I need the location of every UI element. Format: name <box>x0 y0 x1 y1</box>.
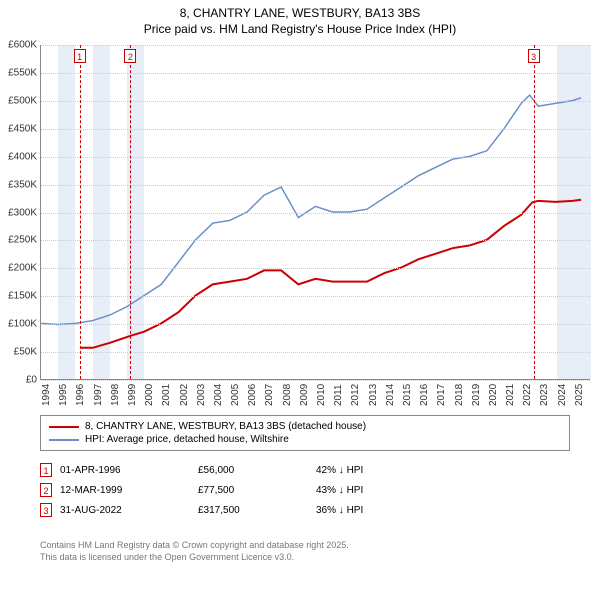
y-axis-label: £150K <box>3 291 37 302</box>
y-axis-label: £100K <box>3 319 37 330</box>
table-cell-diff: 43% ↓ HPI <box>316 485 436 496</box>
x-axis-label: 2022 <box>522 384 533 406</box>
table-marker-number: 1 <box>40 463 52 477</box>
y-gridline <box>41 296 590 297</box>
chart-title: 8, CHANTRY LANE, WESTBURY, BA13 3BS Pric… <box>0 0 600 37</box>
y-axis-label: £550K <box>3 67 37 78</box>
x-axis-label: 2019 <box>471 384 482 406</box>
y-gridline <box>41 352 590 353</box>
x-axis-label: 1999 <box>127 384 138 406</box>
x-axis-label: 1998 <box>110 384 121 406</box>
x-axis-label: 2020 <box>488 384 499 406</box>
y-gridline <box>41 324 590 325</box>
table-row: 3 31-AUG-2022 £317,500 36% ↓ HPI <box>40 500 570 520</box>
y-gridline <box>41 101 590 102</box>
y-gridline <box>41 129 590 130</box>
chart-legend: 8, CHANTRY LANE, WESTBURY, BA13 3BS (det… <box>40 415 570 451</box>
table-row: 2 12-MAR-1999 £77,500 43% ↓ HPI <box>40 480 570 500</box>
x-axis-label: 2018 <box>454 384 465 406</box>
legend-label: HPI: Average price, detached house, Wilt… <box>85 434 289 445</box>
x-axis-label: 2008 <box>282 384 293 406</box>
x-axis-label: 1994 <box>41 384 52 406</box>
table-cell-date: 12-MAR-1999 <box>60 485 190 496</box>
table-cell-diff: 42% ↓ HPI <box>316 465 436 476</box>
table-marker-number: 2 <box>40 483 52 497</box>
x-axis-label: 2013 <box>368 384 379 406</box>
x-axis-label: 2023 <box>539 384 550 406</box>
x-axis-label: 2005 <box>230 384 241 406</box>
y-axis-label: £300K <box>3 207 37 218</box>
y-gridline <box>41 157 590 158</box>
x-axis-label: 1997 <box>93 384 104 406</box>
table-cell-price: £317,500 <box>198 505 308 516</box>
marker-number-box: 2 <box>124 49 136 63</box>
y-gridline <box>41 185 590 186</box>
legend-label: 8, CHANTRY LANE, WESTBURY, BA13 3BS (det… <box>85 421 366 432</box>
x-axis-label: 2000 <box>144 384 155 406</box>
marker-line <box>80 45 81 379</box>
footer-line1: Contains HM Land Registry data © Crown c… <box>40 540 570 552</box>
table-marker-number: 3 <box>40 503 52 517</box>
y-axis-label: £400K <box>3 151 37 162</box>
chart-container: 8, CHANTRY LANE, WESTBURY, BA13 3BS Pric… <box>0 0 600 590</box>
table-cell-date: 31-AUG-2022 <box>60 505 190 516</box>
x-axis-label: 2007 <box>264 384 275 406</box>
y-gridline <box>41 45 590 46</box>
legend-item: 8, CHANTRY LANE, WESTBURY, BA13 3BS (det… <box>49 420 561 433</box>
y-axis-label: £200K <box>3 263 37 274</box>
chart-plot-area: £0£50K£100K£150K£200K£250K£300K£350K£400… <box>40 45 590 380</box>
x-axis-label: 2017 <box>436 384 447 406</box>
x-axis-label: 2014 <box>385 384 396 406</box>
legend-swatch <box>49 426 79 428</box>
y-gridline <box>41 73 590 74</box>
y-gridline <box>41 240 590 241</box>
x-axis-label: 2001 <box>161 384 172 406</box>
table-cell-price: £56,000 <box>198 465 308 476</box>
x-axis-label: 2002 <box>179 384 190 406</box>
footer-line2: This data is licensed under the Open Gov… <box>40 552 570 564</box>
x-axis-label: 1995 <box>58 384 69 406</box>
x-axis-label: 2009 <box>299 384 310 406</box>
table-row: 1 01-APR-1996 £56,000 42% ↓ HPI <box>40 460 570 480</box>
x-axis-label: 2010 <box>316 384 327 406</box>
marker-line <box>534 45 535 379</box>
legend-item: HPI: Average price, detached house, Wilt… <box>49 433 561 446</box>
y-axis-label: £0 <box>3 375 37 386</box>
legend-swatch <box>49 439 79 441</box>
x-axis-label: 2024 <box>557 384 568 406</box>
x-axis-label: 2016 <box>419 384 430 406</box>
table-cell-price: £77,500 <box>198 485 308 496</box>
x-axis-label: 2011 <box>333 384 344 406</box>
y-axis-label: £250K <box>3 235 37 246</box>
y-axis-label: £50K <box>3 347 37 358</box>
x-axis-label: 2004 <box>213 384 224 406</box>
y-gridline <box>41 380 590 381</box>
x-axis-label: 2021 <box>505 384 516 406</box>
x-axis-label: 2025 <box>574 384 585 406</box>
title-line1: 8, CHANTRY LANE, WESTBURY, BA13 3BS <box>0 6 600 22</box>
y-gridline <box>41 268 590 269</box>
y-axis-label: £350K <box>3 179 37 190</box>
y-gridline <box>41 213 590 214</box>
y-axis-label: £600K <box>3 40 37 51</box>
x-axis-label: 2003 <box>196 384 207 406</box>
marker-number-box: 1 <box>74 49 86 63</box>
x-axis-label: 2012 <box>350 384 361 406</box>
y-axis-label: £450K <box>3 123 37 134</box>
marker-line <box>130 45 131 379</box>
sales-table: 1 01-APR-1996 £56,000 42% ↓ HPI 2 12-MAR-1999… <box>40 460 570 520</box>
title-line2: Price paid vs. HM Land Registry's House … <box>0 22 600 38</box>
x-axis-label: 2015 <box>402 384 413 406</box>
series-line <box>80 200 581 348</box>
footer-attribution: Contains HM Land Registry data © Crown c… <box>40 540 570 563</box>
marker-number-box: 3 <box>528 49 540 63</box>
table-cell-diff: 36% ↓ HPI <box>316 505 436 516</box>
x-axis-label: 1996 <box>75 384 86 406</box>
table-cell-date: 01-APR-1996 <box>60 465 190 476</box>
y-axis-label: £500K <box>3 95 37 106</box>
x-axis-label: 2006 <box>247 384 258 406</box>
